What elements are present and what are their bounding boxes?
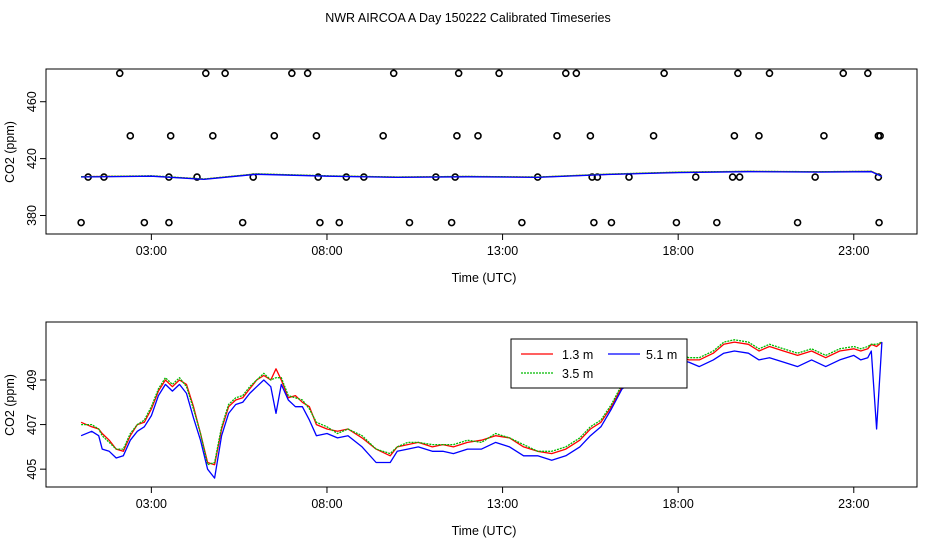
legend: 1.3 m 3.5 m 5.1 m [510, 338, 688, 389]
ref-point-46 [660, 69, 668, 78]
ref-point-19 [314, 173, 322, 181]
x-tick-label-bottom-2: 13:00 [487, 497, 518, 511]
ref-point-5 [126, 132, 135, 140]
ref-point-0 [77, 218, 85, 227]
ref-point-58 [820, 132, 828, 140]
series-line-top-1-3-m [81, 170, 883, 180]
legend-label-3-5m: 3.5 m [562, 367, 593, 381]
series-line-top-3-5-m [81, 170, 883, 180]
ref-point-57 [811, 173, 819, 181]
ref-point-3 [165, 218, 173, 227]
ref-point-16 [288, 69, 296, 78]
ref-point-38 [572, 69, 581, 78]
panel-bottom: 03:00 08:00 13:00 18:00 23:00 405 407 409 Time … [3, 321, 918, 538]
ref-point-26 [405, 218, 414, 227]
panel-bottom-frame [45, 321, 918, 488]
y-tick-label-bottom-0: 405 [25, 459, 39, 480]
y-tick-label-top-2: 460 [25, 91, 39, 112]
ref-point-8 [193, 173, 201, 181]
series-line-bottom-1-3-m [80, 341, 883, 466]
ref-point-15 [270, 132, 279, 140]
ref-point-20 [316, 218, 324, 227]
ref-point-45 [649, 132, 658, 140]
panel-bottom-ylabel: CO2 (ppm) [3, 374, 17, 436]
ref-point-17 [303, 69, 312, 78]
ref-point-49 [713, 218, 721, 227]
ref-point-12 [221, 69, 229, 78]
x-tick-label-top-1: 08:00 [311, 244, 342, 258]
ref-point-9 [166, 132, 175, 140]
ref-point-48 [691, 173, 700, 181]
chart-title: NWR AIRCOA A Day 150222 Calibrated Times… [325, 11, 611, 25]
ref-point-52 [734, 69, 742, 78]
ref-point-54 [765, 69, 774, 78]
legend-label-1-3m: 1.3 m [562, 348, 593, 362]
panel-top-axes: 03:00 08:00 13:00 18:00 23:00 380 420 460 [25, 91, 869, 258]
ref-point-13 [238, 218, 247, 227]
ref-point-32 [474, 132, 482, 140]
ref-point-60 [864, 69, 872, 78]
x-tick-label-top-0: 03:00 [136, 244, 167, 258]
panel-top-ylabel: CO2 (ppm) [3, 121, 17, 183]
ref-point-30 [453, 132, 461, 140]
ref-point-21 [335, 218, 344, 227]
ref-point-51 [730, 132, 739, 140]
legend-label-5-1m: 5.1 m [646, 348, 677, 362]
ref-point-18 [312, 132, 321, 140]
ref-point-64 [876, 132, 884, 140]
ref-point-55 [755, 132, 763, 140]
ref-point-53 [735, 173, 744, 181]
ref-point-56 [793, 218, 802, 227]
y-tick-label-top-0: 380 [25, 205, 39, 226]
ref-point-41 [590, 218, 598, 227]
series-line-bottom-3-5-m [81, 339, 883, 466]
ref-point-25 [389, 69, 398, 78]
series-line-top-5-1-m [81, 171, 883, 181]
x-tick-label-bottom-4: 23:00 [838, 497, 869, 511]
ref-point-59 [839, 69, 848, 78]
y-tick-label-bottom-1: 407 [25, 414, 39, 435]
ref-point-47 [672, 218, 681, 227]
ref-point-36 [553, 132, 561, 140]
x-tick-label-bottom-1: 08:00 [311, 497, 342, 511]
panel-bottom-axes: 03:00 08:00 13:00 18:00 23:00 405 407 409 [25, 369, 869, 511]
panel-top: 03:00 08:00 13:00 18:00 23:00 380 420 460 Time … [3, 68, 918, 285]
ref-point-44 [625, 173, 633, 181]
y-tick-label-bottom-2: 409 [25, 369, 39, 390]
ref-point-11 [209, 132, 217, 140]
series-line-bottom-5-1-m [80, 342, 883, 479]
ref-point-1 [115, 69, 124, 78]
y-tick-label-top-1: 420 [25, 148, 39, 169]
ref-point-24 [379, 132, 387, 140]
x-tick-label-top-4: 23:00 [838, 244, 869, 258]
x-tick-label-top-3: 18:00 [663, 244, 694, 258]
ref-point-63 [875, 218, 883, 227]
ref-point-31 [454, 69, 463, 78]
x-tick-label-bottom-0: 03:00 [136, 497, 167, 511]
panel-top-xlabel: Time (UTC) [452, 271, 517, 285]
x-tick-label-top-2: 13:00 [487, 244, 518, 258]
panel-bottom-series [80, 339, 883, 479]
ref-point-39 [586, 132, 595, 140]
ref-point-43 [607, 218, 616, 227]
ref-point-37 [561, 69, 570, 78]
ref-point-34 [518, 218, 526, 227]
x-tick-label-bottom-3: 18:00 [663, 497, 694, 511]
panel-bottom-xlabel: Time (UTC) [452, 524, 517, 538]
panel-top-frame [45, 68, 918, 235]
ref-point-10 [202, 69, 210, 78]
ref-point-33 [495, 69, 503, 78]
ref-point-2 [140, 218, 149, 227]
panel-top-points [77, 69, 884, 227]
ref-point-28 [447, 218, 456, 227]
ref-point-50 [728, 173, 737, 181]
panel-top-series [81, 170, 883, 181]
legend-box [510, 338, 688, 389]
